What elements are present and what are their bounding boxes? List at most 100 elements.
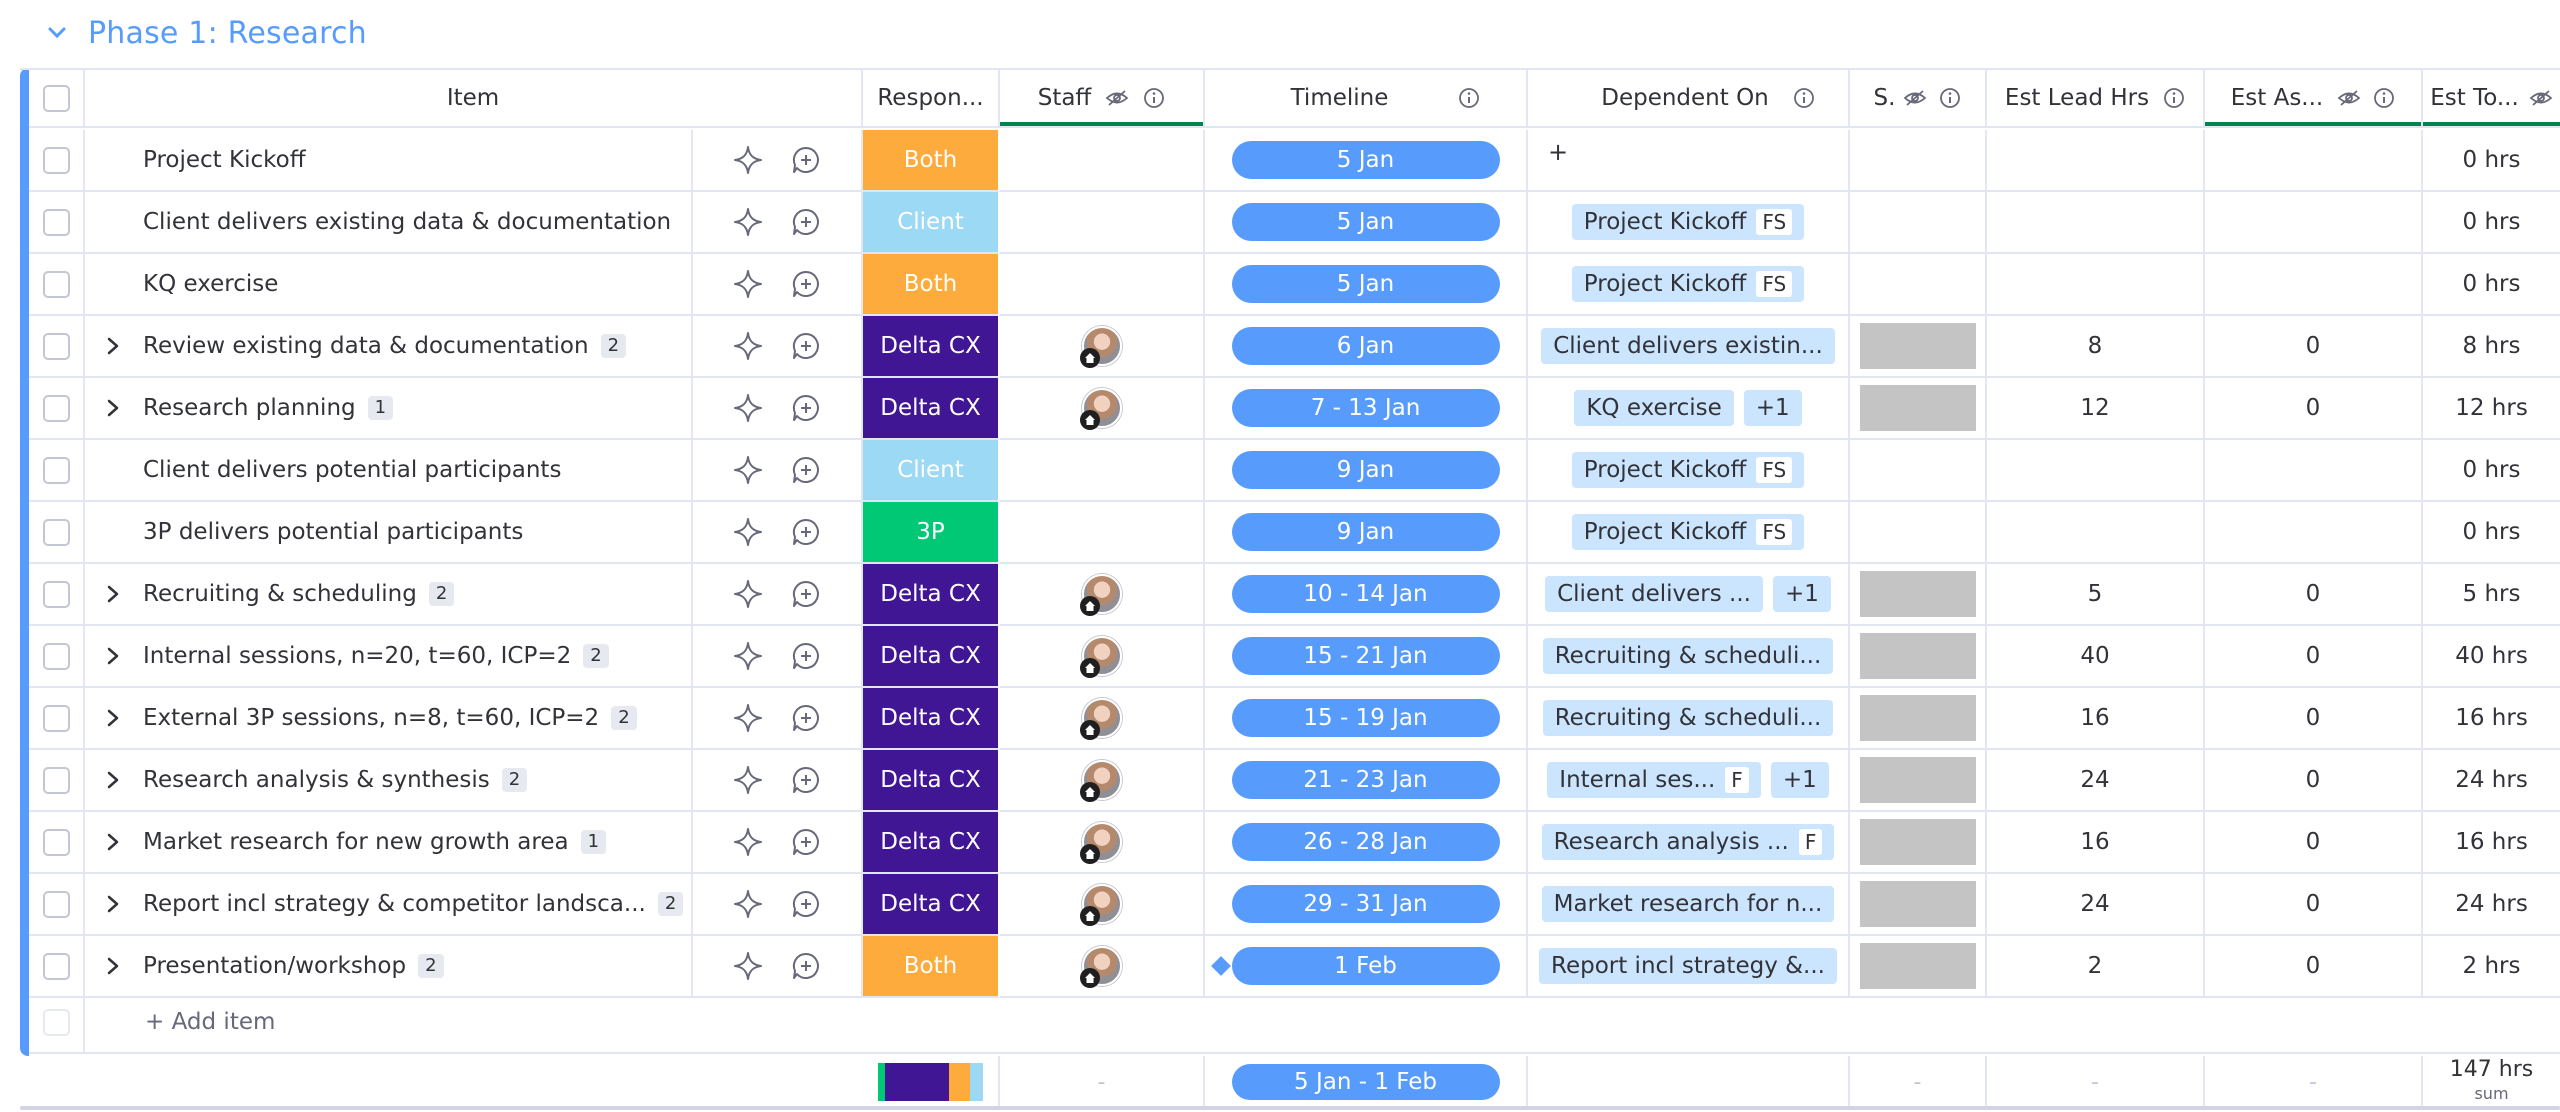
subitem-count-badge[interactable]: 2 [418, 954, 444, 978]
est-lead-hrs-cell[interactable]: 16 [1987, 688, 2205, 750]
chevron-right-icon[interactable] [93, 646, 133, 666]
item-name[interactable]: 3P delivers potential participants [143, 519, 524, 545]
chevron-right-icon[interactable] [93, 584, 133, 604]
item-cell[interactable]: Report incl strategy & competitor landsc… [85, 874, 693, 936]
row-checkbox[interactable] [42, 952, 70, 980]
timeline-cell[interactable]: 26 - 28 Jan [1205, 812, 1528, 874]
sparkle-icon[interactable] [732, 454, 764, 486]
s-cell[interactable] [1850, 688, 1987, 750]
table-row[interactable]: 3P delivers potential participants 3P 9 Ja… [20, 502, 2560, 564]
horizontal-scrollbar[interactable] [20, 1106, 2560, 1110]
row-checkbox[interactable] [42, 518, 70, 546]
sparkle-icon[interactable] [732, 702, 764, 734]
item-cell[interactable]: Market research for new growth area 1 [85, 812, 693, 874]
status-cell[interactable]: Delta CX [863, 378, 1000, 440]
add-update-icon[interactable] [790, 950, 822, 982]
timeline-cell[interactable]: 1 Feb [1205, 936, 1528, 998]
staff-cell[interactable] [1000, 626, 1205, 688]
status-cell[interactable]: Client [863, 192, 1000, 254]
est-lead-hrs-cell[interactable] [1987, 502, 2205, 564]
sparkle-icon[interactable] [732, 206, 764, 238]
staff-cell[interactable] [1000, 874, 1205, 936]
chevron-right-icon[interactable] [93, 832, 133, 852]
est-as-cell[interactable]: 0 [2205, 812, 2423, 874]
add-update-icon[interactable] [790, 268, 822, 300]
item-cell[interactable]: Presentation/workshop 2 [85, 936, 693, 998]
timeline-cell[interactable]: 6 Jan [1205, 316, 1528, 378]
sparkle-icon[interactable] [732, 578, 764, 610]
table-row[interactable]: External 3P sessions, n=8, t=60, ICP=2 2 D… [20, 688, 2560, 750]
dependent-on-cell[interactable]: Client delivers ... +1 [1528, 564, 1850, 626]
item-name[interactable]: Review existing data & documentation [143, 333, 589, 359]
item-cell[interactable]: KQ exercise [85, 254, 693, 316]
timeline-pill[interactable]: 5 Jan [1231, 203, 1500, 241]
est-as-cell[interactable]: 0 [2205, 936, 2423, 998]
status-cell[interactable]: Both [863, 936, 1000, 998]
s-cell[interactable] [1850, 626, 1987, 688]
timeline-cell[interactable]: 7 - 13 Jan [1205, 378, 1528, 440]
avatar[interactable] [1079, 884, 1122, 926]
add-update-icon[interactable] [790, 206, 822, 238]
table-row[interactable]: Internal sessions, n=20, t=60, ICP=2 2 Del… [20, 626, 2560, 688]
add-update-icon[interactable] [790, 764, 822, 796]
row-checkbox[interactable] [42, 456, 70, 484]
timeline-cell[interactable]: 29 - 31 Jan [1205, 874, 1528, 936]
dependency-chip[interactable]: Internal ses... F [1547, 762, 1761, 798]
row-checkbox[interactable] [42, 642, 70, 670]
staff-cell[interactable] [1000, 688, 1205, 750]
timeline-pill[interactable]: 7 - 13 Jan [1231, 389, 1500, 427]
dependent-on-cell[interactable]: Market research for n... [1528, 874, 1850, 936]
est-lead-hrs-cell[interactable] [1987, 254, 2205, 316]
s-cell[interactable] [1850, 936, 1987, 998]
status-block[interactable] [1859, 819, 1976, 865]
timeline-pill[interactable]: 1 Feb [1231, 947, 1500, 985]
timeline-cell[interactable]: 5 Jan [1205, 130, 1528, 192]
status-block[interactable] [1859, 385, 1976, 431]
chevron-right-icon[interactable] [93, 398, 133, 418]
row-checkbox[interactable] [42, 208, 70, 236]
dependent-on-cell[interactable]: KQ exercise +1 [1528, 378, 1850, 440]
item-cell[interactable]: 3P delivers potential participants [85, 502, 693, 564]
dependent-on-cell[interactable]: Recruiting & scheduli... [1528, 688, 1850, 750]
summary-timeline[interactable]: 5 Jan - 1 Feb [1205, 1056, 1528, 1108]
staff-cell[interactable] [1000, 502, 1205, 564]
item-name[interactable]: Research analysis & synthesis [143, 767, 490, 793]
subitem-count-badge[interactable]: 2 [583, 644, 609, 668]
timeline-cell[interactable]: 21 - 23 Jan [1205, 750, 1528, 812]
sparkle-icon[interactable] [732, 888, 764, 920]
s-cell[interactable] [1850, 874, 1987, 936]
item-cell[interactable]: Research planning 1 [85, 378, 693, 440]
avatar[interactable] [1079, 574, 1122, 616]
avatar[interactable] [1079, 388, 1122, 430]
item-name[interactable]: KQ exercise [143, 271, 279, 297]
timeline-pill[interactable]: 9 Jan [1231, 513, 1500, 551]
table-row[interactable]: Review existing data & documentation 2 Del… [20, 316, 2560, 378]
column-header-est-as[interactable]: Est As... [2205, 70, 2423, 128]
sparkle-icon[interactable] [732, 950, 764, 982]
status-cell[interactable]: Delta CX [863, 316, 1000, 378]
status-block[interactable] [1859, 943, 1976, 989]
timeline-cell[interactable]: 10 - 14 Jan [1205, 564, 1528, 626]
chevron-right-icon[interactable] [93, 770, 133, 790]
s-cell[interactable] [1850, 316, 1987, 378]
sparkle-icon[interactable] [732, 826, 764, 858]
est-as-cell[interactable] [2205, 254, 2423, 316]
status-cell[interactable]: Both [863, 254, 1000, 316]
staff-cell[interactable] [1000, 564, 1205, 626]
subitem-count-badge[interactable]: 1 [580, 830, 607, 854]
dependency-chip[interactable]: Project Kickoff FS [1571, 266, 1805, 302]
add-dependency-button[interactable]: + [1548, 138, 1569, 166]
sparkle-icon[interactable] [732, 516, 764, 548]
table-row[interactable]: Client delivers existing data & document… [20, 192, 2560, 254]
table-row[interactable]: Report incl strategy & competitor landsc… [20, 874, 2560, 936]
chevron-down-icon[interactable] [42, 18, 72, 48]
dependent-on-cell[interactable]: Project Kickoff FS [1528, 192, 1850, 254]
est-lead-hrs-cell[interactable]: 24 [1987, 874, 2205, 936]
est-lead-hrs-cell[interactable] [1987, 440, 2205, 502]
row-checkbox[interactable] [42, 890, 70, 918]
avatar[interactable] [1079, 326, 1122, 368]
add-update-icon[interactable] [790, 454, 822, 486]
est-as-cell[interactable] [2205, 502, 2423, 564]
dependent-on-cell[interactable]: Project Kickoff FS [1528, 254, 1850, 316]
eye-off-icon[interactable] [1903, 88, 1927, 108]
